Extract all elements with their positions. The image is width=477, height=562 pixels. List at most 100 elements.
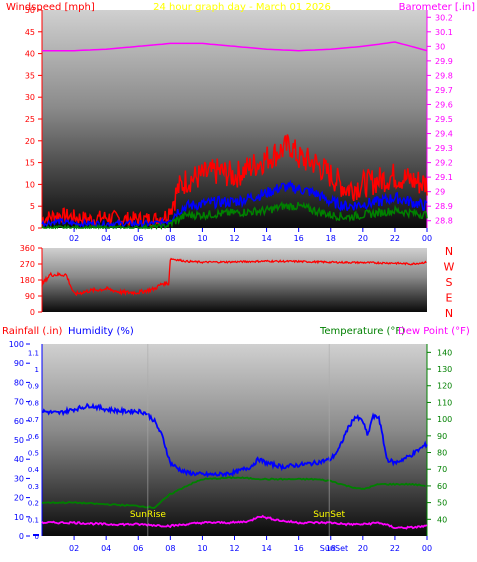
annotation-label: SunSet [313,510,345,520]
baro-ylabel: Barometer [.in] [399,2,475,13]
wind-xtick-label: 18 [326,234,336,243]
humidity-ylabel: Humidity (%) [68,326,134,337]
baro-ytick-label: 30.2 [435,13,453,22]
rain-bar [33,534,39,536]
climate-xtick-label: 08 [165,544,175,553]
climate-xtick-label: 04 [101,544,111,553]
baro-ytick-label: 29.7 [435,86,453,95]
wind-xtick-label: 08 [165,234,175,243]
wind-ytick-label: 50 [25,6,35,15]
baro-ytick-label: 29.8 [435,71,453,80]
series-barometer-line [42,41,428,52]
wind-ytick-label: 0 [30,224,35,233]
temp-ytick-label: 60 [437,482,447,491]
wind-xtick-label: 14 [261,234,271,243]
baro-ytick-label: 29.3 [435,144,453,153]
compass-label: N [445,245,453,258]
wind-xtick-label: 12 [229,234,239,243]
temp-ytick-label: 50 [437,499,447,508]
wind-ytick-label: 15 [25,159,35,168]
baro-ytick-label: 29.4 [435,130,453,139]
climate-xtick-label: 02 [69,544,79,553]
temp-ytick-label: 110 [437,398,452,407]
baro-ytick-label: 30.1 [435,28,453,37]
rain-ytick-label: 0.1 [28,516,39,524]
rain-ytick-label: 0.5 [28,450,39,458]
dir-ytick-label: 270 [20,260,35,269]
chart-title: 24 hour graph day - March 01 2026 [153,2,331,13]
wind-ytick-label: 45 [25,28,35,37]
humidity-ytick-label: 20 [14,494,24,503]
series-low-line [41,201,428,230]
wind-ylabel: Windspeed [mph] [6,2,95,13]
series-temperature-line [41,476,426,509]
plot-area-climate [42,344,427,536]
baro-ytick-label: 29.9 [435,57,453,66]
temp-ytick-label: 140 [437,348,452,357]
wind-ytick-label: 10 [25,180,35,189]
rain-ytick-label: 1 [35,366,39,374]
humidity-ytick-label: 80 [14,378,24,387]
humidity-ytick-label: 100 [9,340,24,349]
dir-ytick-label: 90 [25,292,35,301]
climate-xtick-label: 00 [422,544,432,553]
baro-ytick-label: 29.1 [435,173,453,182]
humidity-ytick-label: 60 [14,417,24,426]
baro-ytick-label: 28.9 [435,202,453,211]
rain-ytick-label: 0 [35,533,39,541]
plot-area-wind [42,10,427,228]
wind-xtick-label: 22 [390,234,400,243]
compass-label: W [444,261,455,274]
temp-ytick-label: 70 [437,465,447,474]
compass-label: S [446,276,453,289]
wind-xtick-label: 02 [69,234,79,243]
rain-ytick-label: 0.8 [28,399,39,407]
rain-ytick-label: 0.7 [28,416,39,424]
dir-ytick-label: 180 [20,276,35,285]
temp-ytick-label: 40 [437,515,447,524]
baro-ytick-label: 28.8 [435,217,453,226]
rain-ytick-label: 0.6 [28,433,40,441]
dew-ylabel: Dew Point (°F) [398,326,470,337]
wind-ytick-label: 25 [25,115,35,124]
humidity-ytick-label: 10 [14,513,24,522]
series-humidity-line [42,402,428,478]
rain-ytick-label: 1.1 [28,349,39,357]
wind-ytick-label: 5 [30,202,35,211]
humidity-ytick-label: 50 [14,436,24,445]
rain-ytick-label: 0.4 [28,466,40,474]
baro-ytick-label: 29.6 [435,100,453,109]
wind-xtick-label: 06 [133,234,143,243]
humidity-ytick-label: 90 [14,359,24,368]
climate-xtick-label: 20 [358,544,368,553]
annotation-label: SunSet [320,544,348,553]
baro-ytick-label: 30 [435,42,445,51]
climate-xtick-label: 22 [390,544,400,553]
wind-xtick-label: 00 [422,234,432,243]
humidity-ytick-label: 70 [14,398,24,407]
humidity-ytick-label: 30 [14,474,24,483]
rain-ytick-label: 0.3 [28,483,39,491]
wind-ytick-label: 40 [25,50,35,59]
wind-xtick-label: 16 [294,234,304,243]
wind-ytick-label: 20 [25,137,35,146]
series-gust-line [41,134,428,229]
wind-ytick-label: 30 [25,93,35,102]
annotation-label: SunRise [130,510,167,520]
temp-ytick-label: 90 [437,432,447,441]
baro-ytick-label: 29.2 [435,159,453,168]
rain-ytick-label: 0.2 [28,500,39,508]
wind-xtick-label: 20 [358,234,368,243]
temp-ytick-label: 80 [437,449,447,458]
wind-ytick-label: 35 [25,71,35,80]
climate-xtick-label: 18 [326,544,336,553]
series-wind-direction-line [41,257,427,297]
rain-ylabel: Rainfall (.in) [2,326,63,337]
climate-xtick-label: 06 [133,544,143,553]
temp-ytick-label: 120 [437,382,452,391]
humidity-ytick-label: 0 [19,532,24,541]
wind-xtick-label: 04 [101,234,111,243]
dir-ytick-label: 0 [30,308,35,317]
